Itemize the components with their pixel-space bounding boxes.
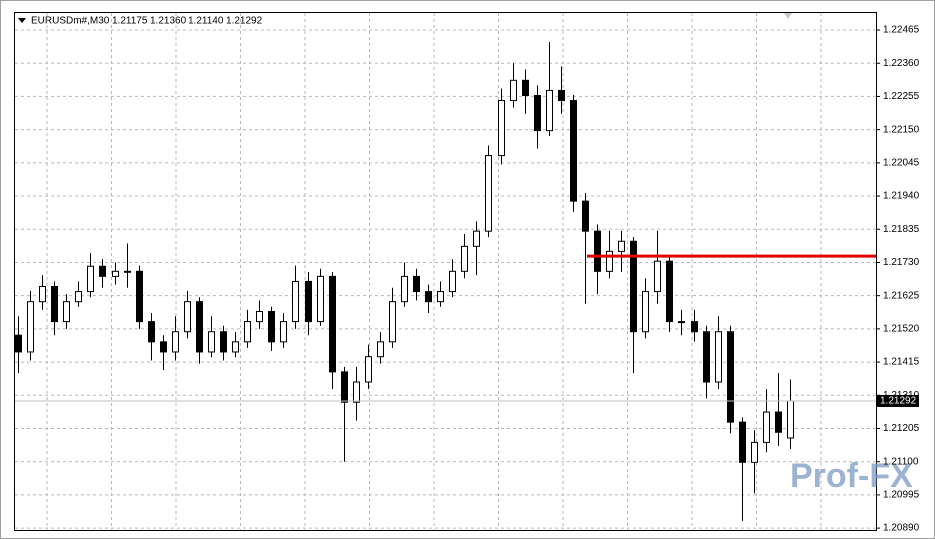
candle-body [425, 291, 432, 303]
candle-body [317, 275, 324, 323]
candle-body [27, 301, 34, 353]
candle-body [654, 260, 661, 293]
quote-value: 1.21360 [150, 16, 187, 27]
candle-body [172, 331, 179, 353]
y-tick-label: 1.20995 [883, 490, 920, 501]
candle-body [787, 400, 794, 439]
y-tick-label: 1.21730 [883, 257, 920, 268]
y-tick-label: 1.22045 [883, 157, 920, 168]
candle-body [618, 240, 625, 252]
candle-body [232, 341, 239, 353]
y-tick-label: 1.22465 [883, 25, 920, 36]
candle-body [256, 310, 263, 323]
quote-value: 1.21140 [188, 16, 224, 27]
candle-body [280, 321, 287, 343]
shift-marker [784, 13, 792, 19]
y-tick-label: 1.21205 [883, 423, 920, 434]
candle-body [703, 331, 710, 383]
candle-body [220, 331, 227, 353]
y-tick-label: 1.21100 [883, 456, 919, 467]
candle-body [389, 301, 396, 343]
candle-body [715, 331, 722, 383]
y-tick-label: 1.21415 [883, 357, 920, 368]
candle-body [449, 270, 456, 293]
candle-body [87, 265, 94, 293]
candle-body [292, 280, 299, 323]
y-tick-label: 1.21835 [883, 224, 920, 235]
candle-body [341, 371, 348, 403]
candle-body [51, 285, 58, 323]
candle-body [413, 275, 420, 293]
y-tick-label: 1.21625 [883, 290, 920, 301]
candle-body [534, 94, 541, 132]
candle-body [630, 240, 637, 333]
y-tick-label: 1.20890 [883, 523, 920, 534]
menu-triangle[interactable] [18, 18, 26, 23]
quote-value: 1.21175 [112, 16, 148, 27]
candle-body [642, 291, 649, 333]
y-tick-label: 1.22150 [883, 124, 920, 135]
current-price-label: 1.21292 [880, 396, 917, 407]
candle-body [365, 356, 372, 383]
candle-body [15, 334, 22, 353]
candle-body [136, 270, 143, 323]
candle-body [437, 291, 444, 303]
candle-body [594, 230, 601, 272]
candle-body [124, 270, 131, 273]
candle-body [570, 100, 577, 202]
candle-body [485, 155, 492, 232]
candle-body [606, 250, 613, 272]
candle-body [305, 280, 312, 323]
candle-body [377, 341, 384, 358]
candle-body [401, 275, 408, 303]
current-price-box [877, 394, 919, 407]
candle-body [522, 79, 529, 96]
candle-body [112, 270, 119, 277]
candle-body [353, 381, 360, 403]
candle-body [678, 321, 685, 324]
candle-body [196, 301, 203, 353]
y-tick-label: 1.22360 [883, 58, 920, 69]
plot [15, 13, 876, 530]
y-tick-label: 1.21520 [883, 324, 920, 335]
candle-body [75, 291, 82, 303]
candle-body [461, 245, 468, 272]
candle-body [244, 321, 251, 343]
candle-body [329, 275, 336, 373]
candle-body [208, 331, 215, 353]
candle-body [39, 285, 46, 303]
candle-body [763, 411, 770, 443]
candle-body [727, 331, 734, 423]
candle-body [666, 260, 673, 323]
candle-body [160, 341, 167, 353]
y-tick-label: 1.22255 [883, 91, 920, 102]
candle-body [268, 310, 275, 343]
candle-body [63, 301, 70, 323]
candle-body [148, 321, 155, 343]
candle-body [99, 265, 106, 277]
candle-body [558, 89, 565, 102]
candle-body [775, 411, 782, 433]
candle-body [691, 321, 698, 333]
candle-body [473, 230, 480, 247]
y-tick-label: 1.21940 [883, 191, 920, 202]
quote-value: 1.21292 [226, 16, 263, 27]
watermark: Prof-FX [790, 457, 913, 495]
candle-body [546, 89, 553, 132]
candle-body [582, 200, 589, 232]
candle-body [510, 79, 517, 102]
plot-area [14, 12, 877, 531]
candle-body [751, 441, 758, 463]
symbol: EURUSDm#,M30 [31, 16, 110, 27]
candle-body [739, 421, 746, 463]
candle-body [184, 301, 191, 333]
candle-body [498, 100, 505, 157]
